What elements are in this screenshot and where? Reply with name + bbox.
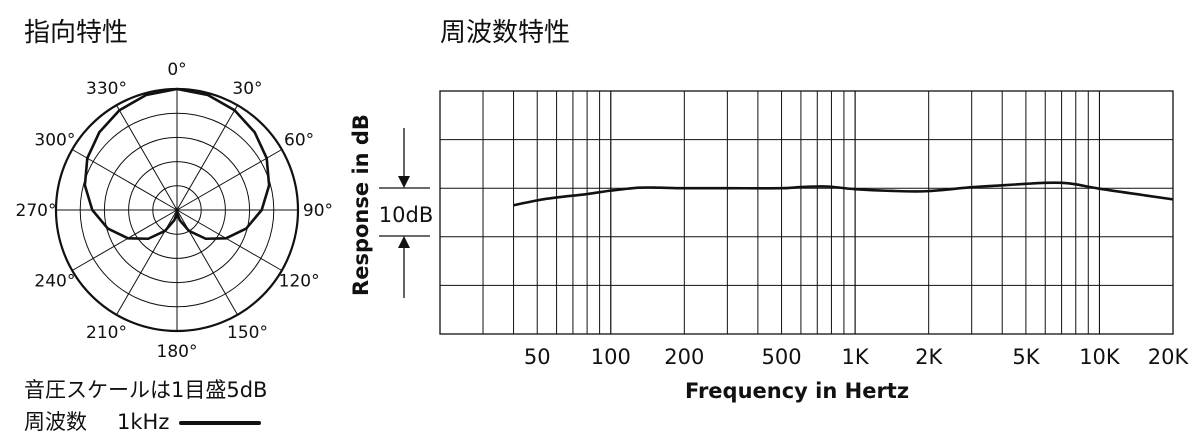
frequency-tick-labels: 50 100 200 500 1K 2K 5K 10K 20K: [524, 345, 1190, 369]
freq-tick-label: 2K: [915, 345, 943, 369]
polar-legend: 周波数 1kHz: [24, 406, 262, 436]
freq-tick-label: 1K: [842, 345, 870, 369]
freq-tick-label: 50: [524, 345, 551, 369]
db-scale-label: 10dB: [379, 203, 433, 227]
polar-angle-labels: 0° 30° 60° 90° 120° 150° 180° 210° 240° 270° 300° 3…: [16, 60, 334, 362]
legend-line-swatch: [179, 421, 262, 425]
polar-angle-label: 120°: [279, 272, 320, 292]
polar-angle-label: 210°: [86, 323, 127, 343]
freq-plot-frame: [439, 90, 1174, 335]
polar-angle-label: 180°: [157, 342, 198, 362]
x-axis-label: Frequency in Hertz: [685, 379, 909, 403]
freq-tick-label: 10K: [1079, 345, 1121, 369]
freq-tick-label: 500: [762, 345, 802, 369]
db-scale-indicator: [379, 128, 430, 298]
polar-angle-label: 240°: [34, 272, 75, 292]
db-scale-lower-arrowhead: [398, 236, 410, 248]
y-axis-label: Response in dB: [349, 114, 373, 296]
scale-note: 音圧スケールは1目盛5dB: [24, 378, 268, 402]
polar-angle-label: 90°: [303, 201, 333, 221]
polar-angle-label: 270°: [16, 201, 57, 221]
polar-angle-label: 300°: [34, 131, 75, 151]
freq-tick-label: 5K: [1012, 345, 1040, 369]
polar-spoke: [176, 149, 283, 211]
polar-angle-label: 30°: [232, 79, 262, 99]
polar-spoke: [176, 209, 283, 271]
frequency-chart-title: 周波数特性: [440, 18, 571, 48]
legend-freq-label: 周波数: [24, 410, 87, 434]
polar-angle-label: 60°: [284, 131, 314, 151]
polar-pattern-chart: 0° 30° 60° 90° 120° 150° 180° 210° 240° 270° 300° 3…: [16, 60, 334, 362]
polar-spoke: [116, 104, 178, 211]
polar-grid: [54, 87, 300, 333]
frequency-response-curve: [513, 181, 1174, 207]
polar-pattern-curve: [83, 87, 271, 241]
freq-tick-label: 20K: [1148, 345, 1190, 369]
frequency-response-chart: 50 100 200 500 1K 2K 5K 10K 20K 10dB Response in…: [349, 90, 1190, 403]
polar-chart-title: 指向特性: [24, 18, 129, 48]
legend-freq-value: 1kHz: [117, 410, 170, 434]
polar-angle-label: 330°: [86, 79, 127, 99]
freq-tick-label: 200: [664, 345, 704, 369]
freq-tick-label: 100: [591, 345, 631, 369]
polar-angle-label: 150°: [227, 323, 268, 343]
db-scale-upper-arrowhead: [398, 176, 410, 188]
polar-angle-label: 0°: [167, 60, 186, 80]
polar-spoke: [176, 104, 238, 211]
polar-spoke: [71, 209, 178, 271]
frequency-grid: [439, 90, 1174, 335]
polar-spoke: [71, 149, 178, 211]
